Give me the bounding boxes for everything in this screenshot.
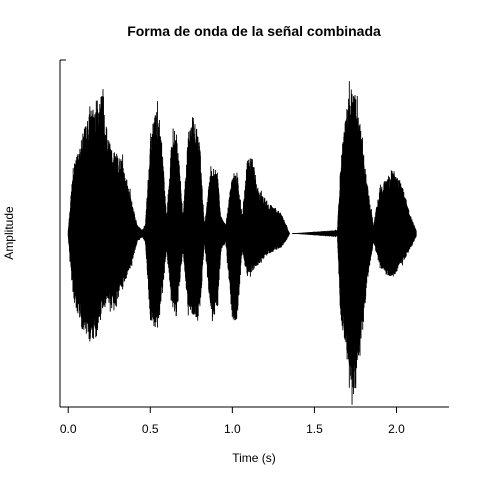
waveform-trace <box>67 81 417 405</box>
chart-title: Forma de onda de la señal combinada <box>127 23 381 39</box>
x-tick-label: 0.5 <box>142 422 159 436</box>
waveform <box>67 81 417 405</box>
y-axis-label: Amplitude <box>2 206 16 260</box>
x-tick-label: 1.0 <box>224 422 241 436</box>
x-axis-label: Time (s) <box>232 451 276 465</box>
x-tick-label: 1.5 <box>306 422 323 436</box>
x-axis-ticks: 0.0 0.5 1.0 1.5 2.0 <box>60 407 405 436</box>
x-tick-label: 2.0 <box>388 422 405 436</box>
x-tick-label: 0.0 <box>60 422 77 436</box>
